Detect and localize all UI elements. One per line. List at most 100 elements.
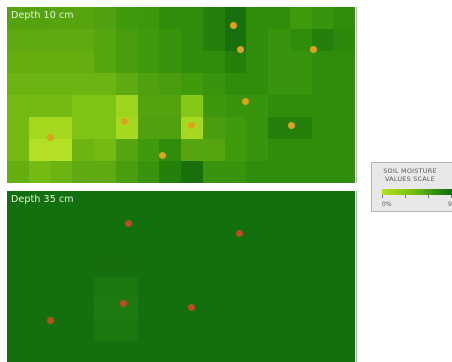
legend-max-label: 99 <box>448 201 452 208</box>
sensor-marker[interactable] <box>229 21 237 29</box>
moisture-cell <box>28 255 51 277</box>
moisture-cell <box>268 7 290 29</box>
moisture-cell <box>72 297 94 320</box>
moisture-cell <box>137 139 160 161</box>
moisture-cell <box>50 161 73 183</box>
sensor-marker[interactable] <box>287 121 295 129</box>
sensor-marker[interactable] <box>46 316 54 324</box>
moisture-cell <box>246 255 268 277</box>
moisture-cell <box>159 297 181 320</box>
sensor-marker[interactable] <box>124 219 132 227</box>
moisture-cell <box>115 29 138 51</box>
sensor-marker[interactable] <box>241 97 249 105</box>
moisture-cell <box>7 51 29 73</box>
moisture-cell <box>268 73 290 95</box>
moisture-cell <box>246 212 268 234</box>
moisture-cell <box>159 191 181 213</box>
moisture-cell <box>311 340 334 362</box>
moisture-cell <box>268 95 290 117</box>
moisture-cell <box>202 139 225 161</box>
moisture-cell <box>94 161 116 183</box>
moisture-cell <box>268 319 290 341</box>
legend-tick <box>405 195 406 198</box>
moisture-cell <box>224 276 247 298</box>
moisture-cell <box>311 7 334 29</box>
moisture-cell <box>246 139 268 161</box>
moisture-cell <box>115 255 138 277</box>
moisture-cell <box>94 340 116 362</box>
moisture-cell <box>94 233 116 256</box>
moisture-cell <box>224 95 247 117</box>
moisture-cell <box>268 340 290 362</box>
sensor-marker[interactable] <box>235 229 243 237</box>
sensor-marker[interactable] <box>236 45 244 53</box>
moisture-cell <box>268 212 290 234</box>
sensor-marker[interactable] <box>187 303 195 311</box>
moisture-cell <box>181 191 203 213</box>
sensor-marker[interactable] <box>120 117 128 125</box>
moisture-cell <box>137 319 160 341</box>
moisture-cell <box>137 95 160 117</box>
moisture-cell <box>268 297 290 320</box>
soil-moisture-map-depth-35cm[interactable]: Depth 35 cm <box>7 191 355 362</box>
moisture-cell <box>311 29 334 51</box>
moisture-cell <box>115 191 138 213</box>
moisture-cell <box>333 51 355 73</box>
moisture-cell <box>202 161 225 183</box>
moisture-cell <box>94 29 116 51</box>
moisture-cell <box>268 233 290 256</box>
moisture-cell <box>50 117 73 139</box>
moisture-cell <box>246 161 268 183</box>
moisture-cell <box>50 7 73 29</box>
sensor-marker[interactable] <box>46 133 54 141</box>
sensor-marker[interactable] <box>158 151 166 159</box>
moisture-cell <box>333 340 355 362</box>
moisture-cell <box>311 95 334 117</box>
moisture-cell <box>246 319 268 341</box>
moisture-cell <box>50 340 73 362</box>
moisture-cell <box>28 29 51 51</box>
moisture-cell <box>289 191 312 213</box>
moisture-cell <box>246 117 268 139</box>
moisture-cell <box>137 233 160 256</box>
moisture-cell <box>7 340 29 362</box>
moisture-cell <box>72 117 94 139</box>
moisture-cell <box>72 29 94 51</box>
moisture-cell <box>246 191 268 213</box>
moisture-cell <box>72 139 94 161</box>
moisture-cell <box>289 7 312 29</box>
moisture-cell <box>202 7 225 29</box>
moisture-cell <box>311 297 334 320</box>
moisture-cell <box>268 276 290 298</box>
moisture-cell <box>333 255 355 277</box>
panel-edge-divider <box>356 191 357 362</box>
sensor-marker[interactable] <box>187 121 195 129</box>
moisture-cell <box>94 7 116 29</box>
moisture-cell <box>289 276 312 298</box>
moisture-cell <box>181 255 203 277</box>
moisture-cell <box>311 233 334 256</box>
moisture-cell <box>72 212 94 234</box>
moisture-cell <box>159 212 181 234</box>
soil-moisture-map-depth-10cm[interactable]: Depth 10 cm <box>7 7 355 183</box>
moisture-cell <box>115 73 138 95</box>
panel-title: Depth 10 cm <box>11 10 74 21</box>
moisture-cell <box>333 7 355 29</box>
moisture-cell <box>72 161 94 183</box>
moisture-cell <box>289 95 312 117</box>
sensor-marker[interactable] <box>119 299 127 307</box>
moisture-cell <box>268 29 290 51</box>
sensor-marker[interactable] <box>309 45 317 53</box>
moisture-cell <box>7 255 29 277</box>
moisture-cell <box>7 161 29 183</box>
moisture-cell <box>137 51 160 73</box>
moisture-cell <box>289 255 312 277</box>
moisture-cell <box>224 340 247 362</box>
moisture-cell <box>72 319 94 341</box>
moisture-cell <box>202 51 225 73</box>
moisture-cell <box>289 233 312 256</box>
moisture-cell <box>246 7 268 29</box>
moisture-cell <box>50 95 73 117</box>
legend-min-label: 0% <box>382 201 392 208</box>
moisture-cell <box>202 297 225 320</box>
